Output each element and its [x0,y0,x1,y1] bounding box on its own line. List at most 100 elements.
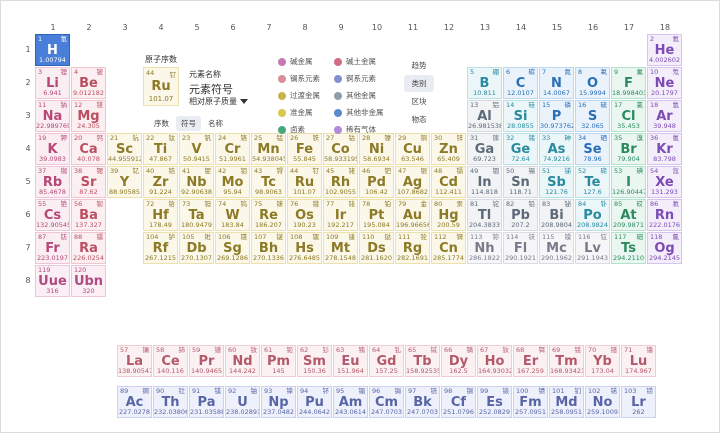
element-cell-pa[interactable]: 91 镤 Pa 231.03588 [189,386,224,418]
element-cell-fm[interactable]: 100 镄 Fm 257.0951 [513,386,548,418]
legend-button-0[interactable]: 序数 [154,119,169,128]
element-cell-ce[interactable]: 58 铈 Ce 140.116 [153,345,188,377]
view-button-0[interactable]: 趋势 [411,61,427,70]
element-cell-cu[interactable]: 29 铜 Cu 63.546 [395,133,430,165]
element-cell-lu[interactable]: 71 镥 Lu 174.967 [621,345,656,377]
element-cell-po[interactable]: 84 钋 Po 208.9824 [575,199,610,231]
element-cell-pu[interactable]: 94 钚 Pu 244.0642 [297,386,332,418]
element-cell-fr[interactable]: 87 钫 Fr 223.0197 [35,232,70,264]
category-item-4[interactable]: 过渡金属 [278,90,320,101]
element-cell-bk[interactable]: 97 锫 Bk 247.0703 [405,386,440,418]
view-button-2[interactable]: 区块 [411,97,427,106]
element-cell-no[interactable]: 102 锘 No 259.1009 [585,386,620,418]
legend-mass-dropdown[interactable]: 相对原子质量 [189,96,248,107]
view-button-3[interactable]: 物态 [411,115,427,124]
element-cell-sn[interactable]: 50 锡 Sn 118.71 [503,166,538,198]
element-cell-tm[interactable]: 69 铥 Tm 168.93421 [549,345,584,377]
category-item-9[interactable]: 稀有气体 [334,124,376,135]
category-item-6[interactable]: 准金属 [278,107,313,118]
element-cell-nh[interactable]: 113 鿭 Nh 286.1822 [467,232,502,264]
element-cell-co[interactable]: 27 钴 Co 58.933195 [323,133,358,165]
element-cell-ge[interactable]: 32 锗 Ge 72.64 [503,133,538,165]
element-cell-sm[interactable]: 62 钐 Sm 150.36 [297,345,332,377]
element-cell-cf[interactable]: 98 锎 Cf 251.0796 [441,386,476,418]
element-cell-ubn[interactable]: 120 Ubn 320 [71,265,106,297]
element-cell-uue[interactable]: 119 Uue 316 [35,265,70,297]
element-cell-k[interactable]: 19 钾 K 39.0983 [35,133,70,165]
element-cell-na[interactable]: 11 钠 Na 22.989769 [35,100,70,132]
element-cell-hs[interactable]: 108 𬭶 Hs 276.6485 [287,232,322,264]
element-cell-zr[interactable]: 40 锆 Zr 91.224 [143,166,178,198]
element-cell-ho[interactable]: 67 钬 Ho 164.93032 [477,345,512,377]
element-cell-ca[interactable]: 20 钙 Ca 40.078 [71,133,106,165]
element-cell-br[interactable]: 35 溴 Br 79.904 [611,133,646,165]
element-cell-rf[interactable]: 104 𬬻 Rf 267.1215 [143,232,178,264]
element-cell-dy[interactable]: 66 镝 Dy 162.5 [441,345,476,377]
element-cell-fe[interactable]: 26 铁 Fe 55.845 [287,133,322,165]
element-cell-th[interactable]: 90 钍 Th 232.03806 [153,386,188,418]
element-cell-ac[interactable]: 89 锕 Ac 227.0278 [117,386,152,418]
category-item-1[interactable]: 碱土金属 [334,56,376,67]
element-cell-lr[interactable]: 103 铹 Lr 262 [621,386,656,418]
element-cell-te[interactable]: 52 碲 Te 127.6 [575,166,610,198]
element-cell-rh[interactable]: 45 铑 Rh 102.9055 [323,166,358,198]
element-cell-sr[interactable]: 38 锶 Sr 87.62 [71,166,106,198]
element-cell-er[interactable]: 68 铒 Er 167.259 [513,345,548,377]
element-cell-re[interactable]: 75 铼 Re 186.207 [251,199,286,231]
element-cell-mc[interactable]: 115 镆 Mc 290.1962 [539,232,574,264]
element-cell-ta[interactable]: 73 钽 Ta 180.9479 [179,199,214,231]
element-cell-es[interactable]: 99 锿 Es 252.0829 [477,386,512,418]
element-cell-eu[interactable]: 63 铕 Eu 151.964 [333,345,368,377]
element-cell-pm[interactable]: 61 钷 Pm 145 [261,345,296,377]
element-cell-cm[interactable]: 96 锔 Cm 247.0703 [369,386,404,418]
element-cell-ru[interactable]: 44 钌 Ru 101.07 [287,166,322,198]
element-cell-cr[interactable]: 24 铬 Cr 51.9961 [215,133,250,165]
element-cell-bh[interactable]: 107 𬭛 Bh 270.1336 [251,232,286,264]
element-cell-nd[interactable]: 60 钕 Nd 144.242 [225,345,260,377]
element-cell-ba[interactable]: 56 钡 Ba 137.327 [71,199,106,231]
element-cell-ni[interactable]: 28 镍 Ni 58.6934 [359,133,394,165]
element-cell-rn[interactable]: 86 氡 Rn 222.0176 [647,199,682,231]
element-cell-w[interactable]: 74 钨 W 183.84 [215,199,250,231]
element-cell-mt[interactable]: 109 鿏 Mt 278.1548 [323,232,358,264]
element-cell-tc[interactable]: 43 锝 Tc 98.9063 [251,166,286,198]
element-cell-pd[interactable]: 46 钯 Pd 106.42 [359,166,394,198]
element-cell-cl[interactable]: 17 氯 Cl 35.453 [611,100,646,132]
element-cell-at[interactable]: 85 砹 At 209.9871 [611,199,646,231]
element-cell-sb[interactable]: 51 锑 Sb 121.76 [539,166,574,198]
element-cell-pb[interactable]: 82 铅 Pb 207.2 [503,199,538,231]
element-cell-ar[interactable]: 18 氩 Ar 39.948 [647,100,682,132]
element-cell-xe[interactable]: 54 氙 Xe 131.293 [647,166,682,198]
element-cell-as[interactable]: 33 砷 As 74.9216 [539,133,574,165]
category-item-7[interactable]: 其他非金属 [334,107,384,118]
element-cell-c[interactable]: 6 碳 C 12.0107 [503,67,538,99]
element-cell-ir[interactable]: 77 铱 Ir 192.217 [323,199,358,231]
element-cell-b[interactable]: 5 硼 B 10.811 [467,67,502,99]
element-cell-li[interactable]: 3 锂 Li 6.941 [35,67,70,99]
element-cell-pt[interactable]: 78 铂 Pt 195.084 [359,199,394,231]
category-item-8[interactable]: 卤素 [278,124,305,135]
element-cell-nb[interactable]: 41 铌 Nb 92.90638 [179,166,214,198]
view-button-1[interactable]: 类别 [404,75,434,92]
element-cell-s[interactable]: 16 硫 S 32.065 [575,100,610,132]
category-item-5[interactable]: 其他金属 [334,90,376,101]
element-cell-ts[interactable]: 117 鿬 Ts 294.2110 [611,232,646,264]
element-cell-i[interactable]: 53 碘 I 126.90447 [611,166,646,198]
element-cell-si[interactable]: 14 硅 Si 28.0855 [503,100,538,132]
element-cell-kr[interactable]: 36 氪 Kr 83.798 [647,133,682,165]
element-cell-ti[interactable]: 22 钛 Ti 47.867 [143,133,178,165]
element-cell-bi[interactable]: 83 铋 Bi 208.9804 [539,199,574,231]
element-cell-md[interactable]: 101 钔 Md 258.0951 [549,386,584,418]
element-cell-hf[interactable]: 72 铪 Hf 178.49 [143,199,178,231]
element-cell-sc[interactable]: 21 钪 Sc 44.955912 [107,133,142,165]
element-cell-tl[interactable]: 81 铊 Tl 204.3833 [467,199,502,231]
element-cell-yb[interactable]: 70 镱 Yb 173.04 [585,345,620,377]
category-item-3[interactable]: 锕系元素 [334,73,376,84]
element-cell-be[interactable]: 4 铍 Be 9.012182 [71,67,106,99]
element-cell-v[interactable]: 23 钒 V 50.9415 [179,133,214,165]
element-cell-db[interactable]: 105 𬭊 Db 270.1307 [179,232,214,264]
element-cell-o[interactable]: 8 氧 O 15.9994 [575,67,610,99]
element-cell-gd[interactable]: 64 钆 Gd 157.25 [369,345,404,377]
element-cell-ga[interactable]: 31 镓 Ga 69.723 [467,133,502,165]
